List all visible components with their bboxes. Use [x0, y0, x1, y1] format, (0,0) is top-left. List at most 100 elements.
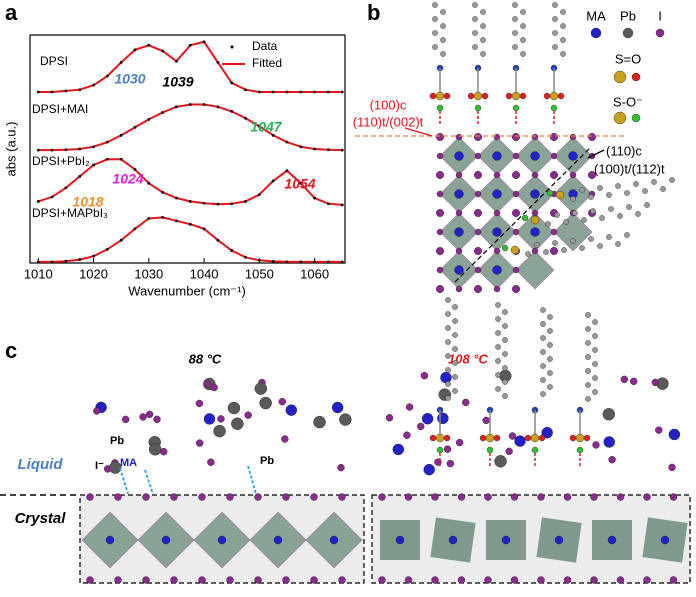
- panel-label: a: [5, 0, 18, 25]
- atom: [462, 398, 470, 407]
- data-point: [299, 90, 303, 94]
- chain-atom: [560, 9, 566, 15]
- arrow: [587, 149, 605, 159]
- arrow: [404, 127, 433, 137]
- atom-label: I⁻: [95, 460, 104, 472]
- data-point: [64, 148, 68, 152]
- o-atom: [481, 92, 489, 100]
- chain-atom: [512, 30, 518, 36]
- chain-atom: [495, 316, 501, 322]
- chain-atom: [540, 335, 546, 341]
- atom: [512, 285, 521, 294]
- chain-atom: [480, 23, 486, 29]
- atom: [109, 461, 122, 474]
- chain-atom: [452, 374, 458, 380]
- o-atom: [569, 434, 577, 442]
- atom: [613, 111, 627, 125]
- chain-atom: [440, 37, 446, 43]
- atom: [455, 285, 463, 293]
- atom: [531, 133, 539, 141]
- o-minus-atom: [436, 104, 444, 112]
- atom: [492, 189, 502, 199]
- atom: [436, 170, 445, 179]
- atom: [530, 151, 540, 161]
- atom: [651, 378, 660, 387]
- chain-atom: [624, 232, 630, 238]
- chain-atom: [452, 332, 458, 338]
- data-point: [230, 249, 234, 252]
- data-point: [161, 111, 165, 114]
- atom: [613, 70, 627, 84]
- chain-atom: [585, 368, 591, 374]
- chain-atom: [445, 381, 451, 387]
- atom: [474, 246, 483, 255]
- chain-atom: [502, 323, 508, 329]
- chain-atom: [633, 181, 639, 187]
- atom: [114, 493, 122, 501]
- peak-label: 1039: [162, 74, 193, 90]
- atom: [405, 403, 414, 411]
- atom: [114, 576, 122, 584]
- chain-atom: [590, 208, 596, 214]
- chain-atom: [512, 16, 518, 22]
- chain-atom: [452, 304, 458, 310]
- legend-text: Data: [252, 39, 278, 53]
- atom: [217, 535, 227, 545]
- octahedron: [515, 250, 555, 290]
- atom: [198, 576, 206, 584]
- atom: [121, 415, 130, 424]
- peak-label: 1054: [284, 176, 315, 192]
- data-point: [175, 105, 178, 109]
- o-atom: [467, 92, 475, 100]
- atom: [278, 397, 286, 406]
- chain-atom: [502, 337, 508, 343]
- atom: [86, 493, 94, 501]
- chain-atom: [626, 204, 632, 210]
- atom: [631, 113, 641, 123]
- atom: [440, 371, 452, 384]
- data-point: [175, 196, 178, 200]
- atom: [254, 576, 262, 584]
- atom: [454, 151, 464, 161]
- o-atom: [443, 92, 451, 100]
- data-point: [202, 103, 206, 106]
- chain-atom: [588, 194, 594, 200]
- atom: [590, 493, 598, 501]
- chain-atom: [615, 241, 621, 247]
- data-point: [161, 49, 165, 53]
- atom: [512, 266, 520, 274]
- atom: [550, 132, 559, 141]
- chain-atom: [480, 9, 486, 15]
- chain-atom: [472, 16, 478, 22]
- trace-label: DPSI+MAI: [32, 102, 88, 116]
- atom: [493, 209, 501, 217]
- o-minus-atom: [550, 104, 558, 112]
- s-atom: [511, 91, 521, 101]
- atom: [493, 171, 501, 179]
- atom: [554, 535, 564, 545]
- chain-atom: [432, 44, 438, 50]
- panel-label: c: [5, 338, 17, 363]
- data-point: [50, 90, 54, 94]
- atom: [203, 413, 216, 425]
- data-point: [285, 140, 289, 144]
- atom: [282, 576, 290, 584]
- chain-atom: [560, 51, 566, 57]
- x-tick-label: 1010: [24, 266, 53, 281]
- s-atom: [575, 433, 585, 443]
- atom: [474, 190, 482, 198]
- atom: [378, 576, 386, 584]
- atom: [569, 171, 577, 179]
- data-point: [105, 247, 109, 251]
- x-tick-label: 1020: [79, 266, 108, 281]
- o-atom: [519, 92, 527, 100]
- o-atom: [429, 92, 437, 100]
- data-point: [119, 157, 123, 161]
- o-minus-atom: [512, 104, 520, 112]
- chain-atom: [520, 9, 526, 15]
- atom: [510, 576, 519, 584]
- data-point: [244, 200, 247, 203]
- data-point: [244, 88, 247, 92]
- chain-atom: [552, 2, 558, 8]
